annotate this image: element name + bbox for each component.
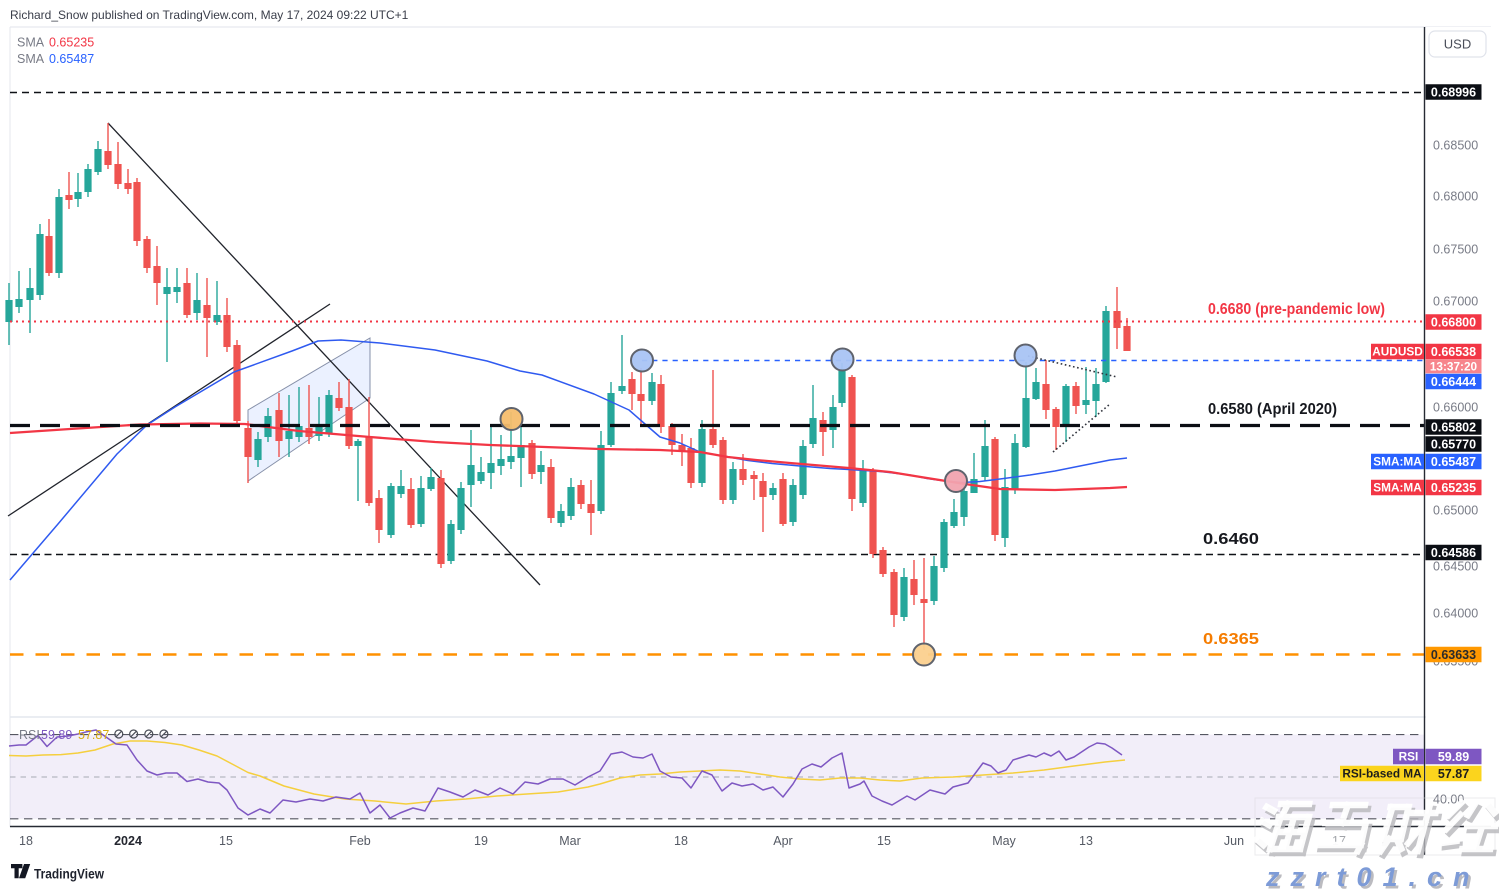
svg-text:SMA:MA: SMA:MA [1373, 481, 1422, 495]
svg-text:0.67000: 0.67000 [1433, 295, 1478, 309]
svg-text:2024: 2024 [114, 834, 142, 848]
svg-text:Mar: Mar [559, 834, 581, 848]
svg-text:57.87: 57.87 [1438, 767, 1469, 781]
svg-text:0.66000: 0.66000 [1433, 401, 1478, 415]
svg-text:Richard_Snow published on Trad: Richard_Snow published on TradingView.co… [10, 8, 409, 22]
svg-text:15: 15 [877, 834, 891, 848]
svg-text:SMA: SMA [17, 36, 45, 50]
svg-text:40.00: 40.00 [1433, 793, 1464, 807]
svg-text:May: May [992, 834, 1016, 848]
svg-text:0.6580 (April 2020): 0.6580 (April 2020) [1208, 401, 1337, 418]
svg-text:RSI: RSI [19, 728, 40, 742]
svg-text:0.65235: 0.65235 [1431, 481, 1476, 495]
svg-text:Apr: Apr [773, 834, 792, 848]
svg-text:0.66800: 0.66800 [1431, 315, 1476, 329]
svg-text:RSI: RSI [1399, 750, 1419, 764]
svg-text:0.68500: 0.68500 [1433, 139, 1478, 153]
svg-text:zzrt01.cn: zzrt01.cn [1265, 862, 1481, 891]
svg-text:SMA:MA: SMA:MA [1373, 455, 1422, 469]
svg-text:0.68996: 0.68996 [1431, 85, 1476, 99]
svg-text:0.65487: 0.65487 [49, 52, 94, 66]
svg-text:0.64586: 0.64586 [1431, 546, 1476, 560]
svg-text:15: 15 [219, 834, 233, 848]
svg-text:19: 19 [474, 834, 488, 848]
svg-text:TradingView: TradingView [34, 866, 104, 882]
svg-text:0.64000: 0.64000 [1433, 607, 1478, 621]
svg-text:0.65770: 0.65770 [1431, 437, 1476, 451]
svg-text:USD: USD [1444, 37, 1471, 52]
svg-text:59.89: 59.89 [41, 728, 72, 742]
svg-text:0.68000: 0.68000 [1433, 190, 1478, 204]
svg-text:0.65000: 0.65000 [1433, 504, 1478, 518]
svg-text:13: 13 [1079, 834, 1093, 848]
svg-text:0.6680 (pre-pandemic low): 0.6680 (pre-pandemic low) [1208, 301, 1385, 318]
svg-text:Feb: Feb [349, 834, 371, 848]
svg-text:0.66538: 0.66538 [1431, 345, 1476, 359]
svg-text:Jun: Jun [1224, 834, 1244, 848]
svg-text:0.66444: 0.66444 [1431, 375, 1476, 389]
svg-text:0.67500: 0.67500 [1433, 243, 1478, 257]
svg-text:0.65235: 0.65235 [49, 36, 94, 50]
svg-text:RSI-based MA: RSI-based MA [1342, 767, 1422, 781]
svg-text:0.6365: 0.6365 [1203, 631, 1259, 648]
svg-text:59.89: 59.89 [1438, 750, 1469, 764]
svg-text:18: 18 [19, 834, 33, 848]
svg-text:AUDUSD: AUDUSD [1372, 345, 1423, 359]
svg-text:0.65802: 0.65802 [1431, 420, 1476, 434]
svg-text:18: 18 [674, 834, 688, 848]
svg-text:0.65487: 0.65487 [1431, 455, 1476, 469]
svg-text:0.63633: 0.63633 [1431, 648, 1476, 662]
svg-text:0.6460: 0.6460 [1203, 531, 1259, 548]
svg-text:zzrt01.cn: zzrt01.cn [1268, 865, 1484, 892]
svg-text:57.87: 57.87 [78, 728, 109, 742]
svg-text:SMA: SMA [17, 52, 45, 66]
svg-text:0.64500: 0.64500 [1433, 560, 1478, 574]
svg-text:13:37:20: 13:37:20 [1430, 359, 1478, 373]
